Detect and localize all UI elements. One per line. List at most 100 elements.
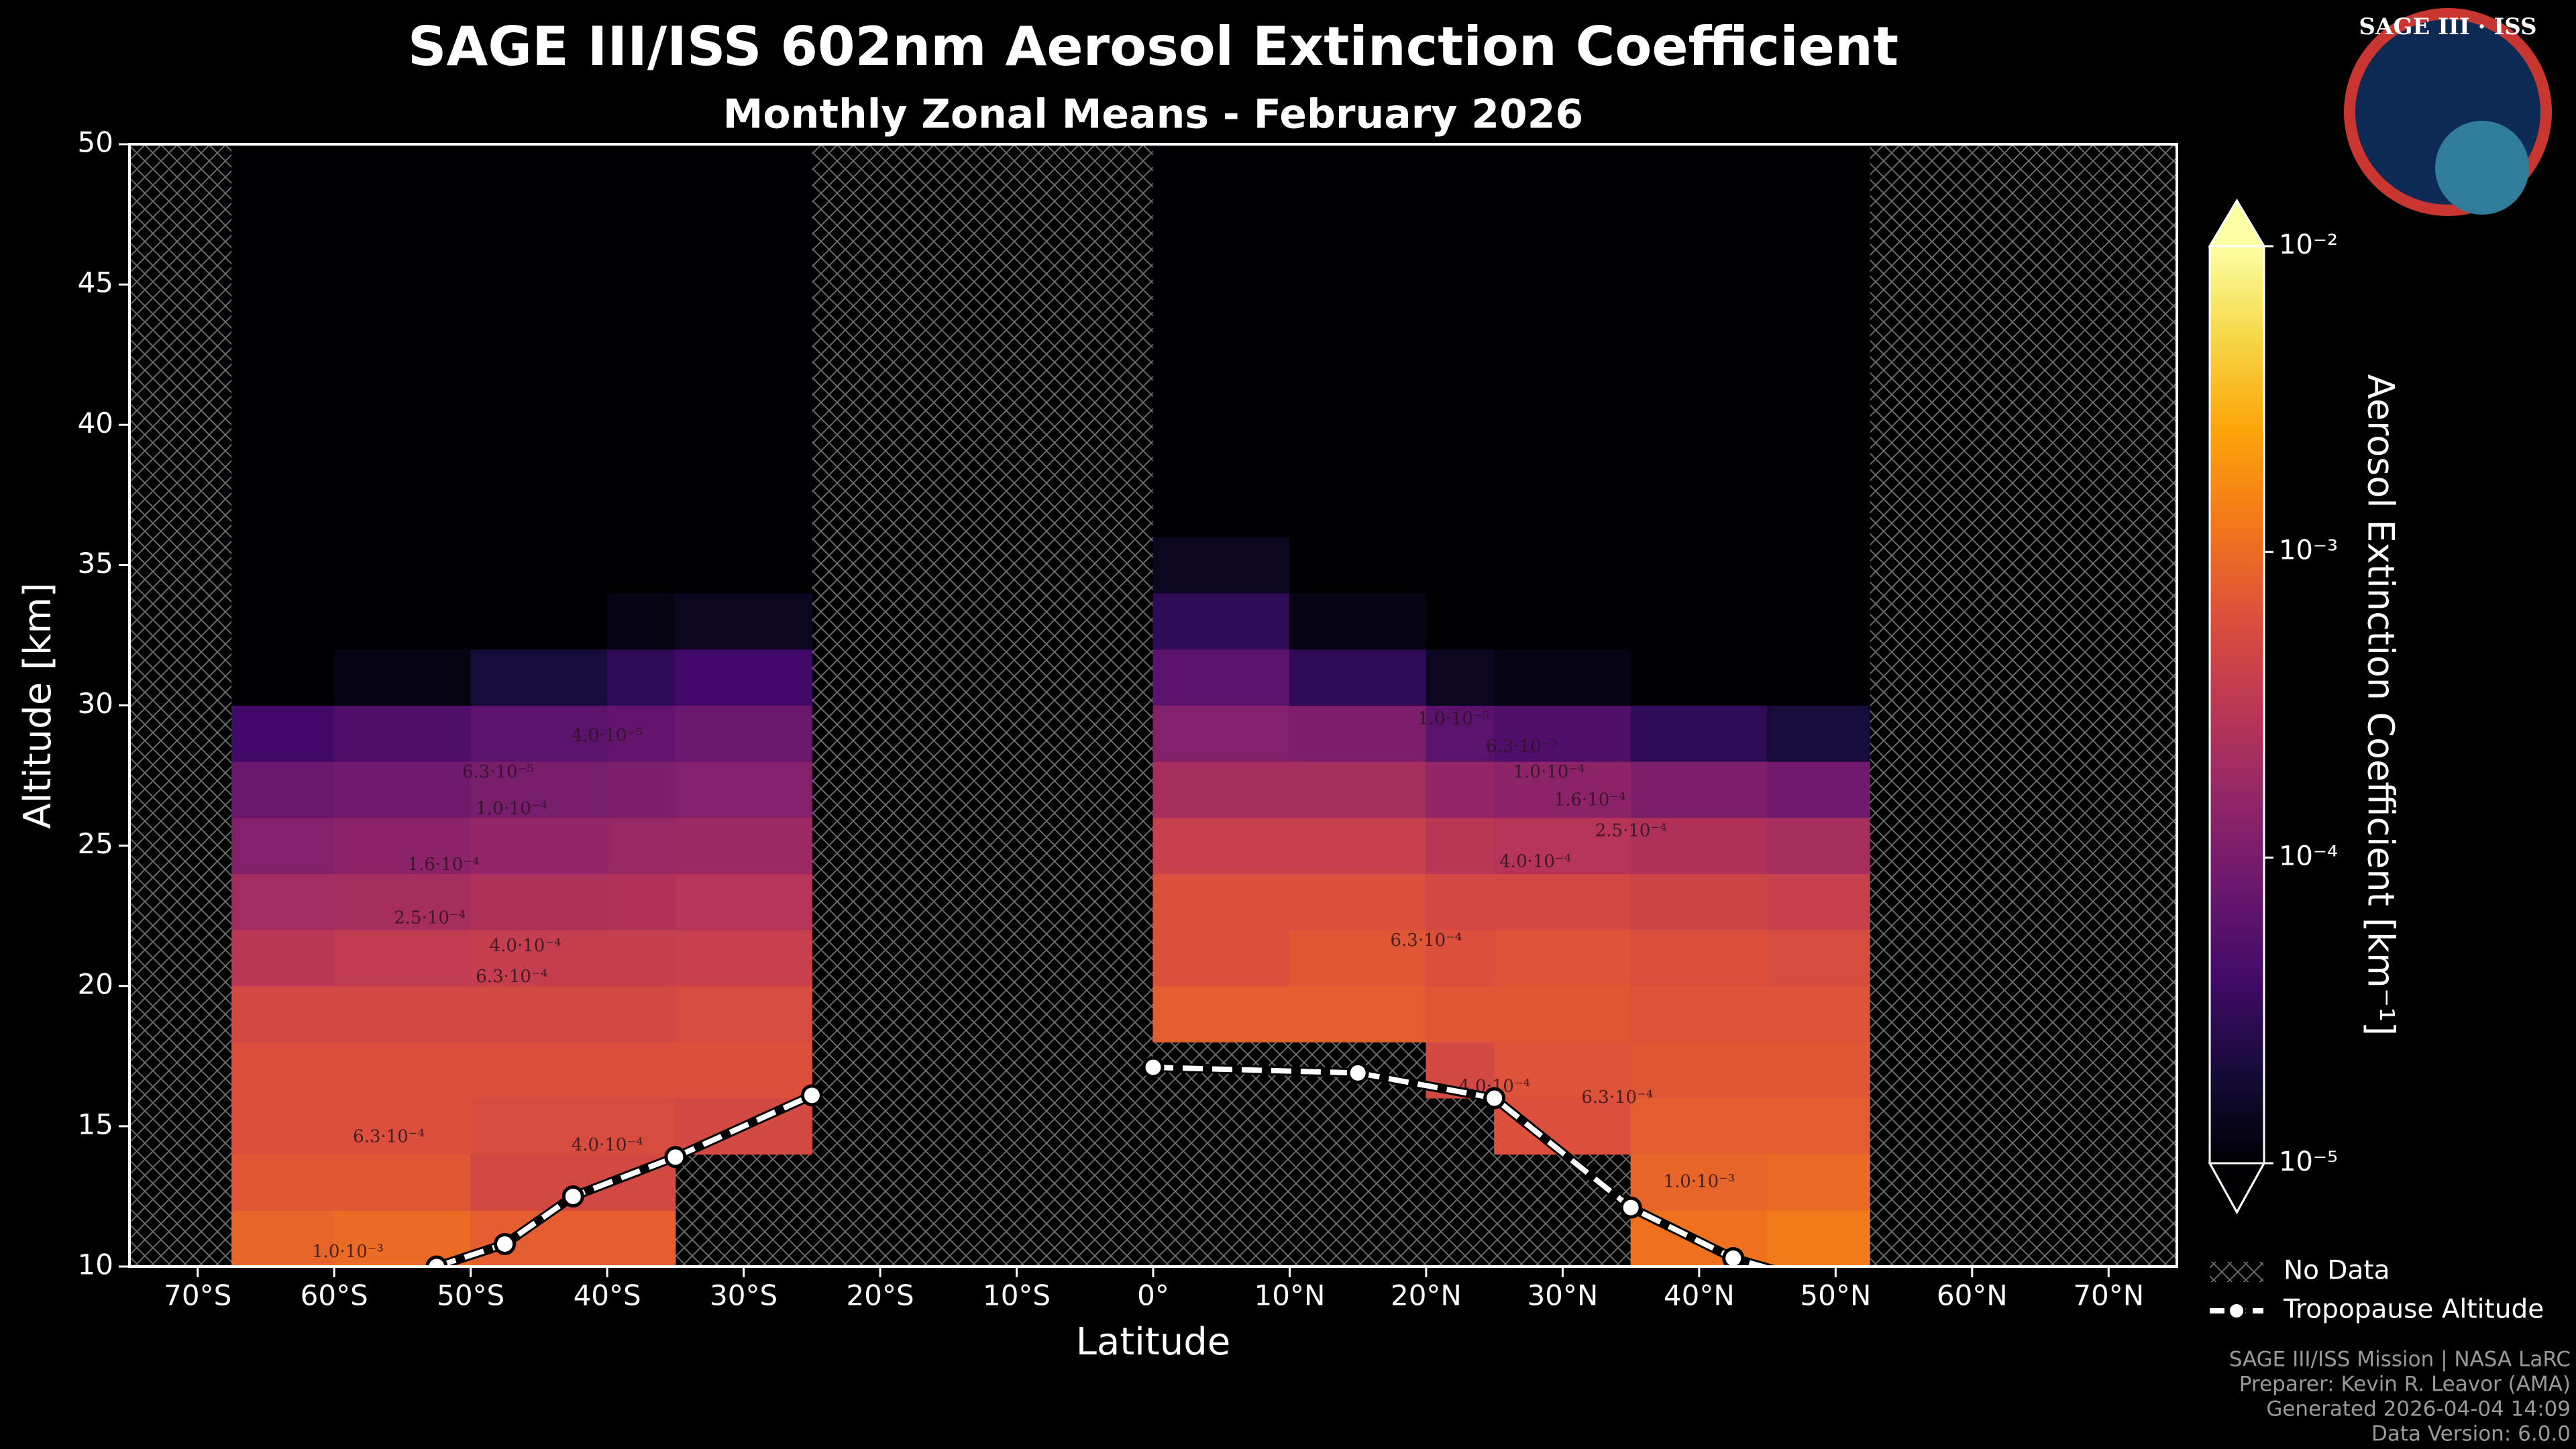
heat-cell: [1289, 929, 1427, 987]
heat-cell: [1494, 817, 1631, 874]
contour-label: 1.0·10⁻⁵: [1417, 708, 1489, 729]
heat-cell: [1494, 592, 1631, 650]
heat-cell: [1289, 761, 1427, 818]
heat-cell: [606, 761, 676, 818]
heat-cell: [675, 985, 812, 1042]
heat-cell: [606, 817, 676, 874]
heat-cell: [1767, 761, 1870, 818]
legend-tropopause-marker: [2227, 1301, 2246, 1320]
heat-cell: [1630, 1097, 1768, 1155]
logo-title: SAGE III · ISS: [2359, 13, 2536, 40]
heat-cell: [231, 1097, 335, 1155]
y-tick-label: 50: [78, 126, 113, 159]
colorbar-tick-label: 10⁻³: [2279, 535, 2338, 566]
heat-cell: [606, 705, 676, 762]
heat-cell: [333, 1097, 472, 1155]
heat-cell: [606, 537, 676, 594]
heat-cell: [1289, 649, 1427, 706]
contour-label: 6.3·10⁻⁴: [1391, 930, 1462, 951]
heat-cell: [1767, 1097, 1870, 1155]
x-tick-label: 30°S: [710, 1279, 777, 1312]
y-tick-label: 45: [78, 266, 113, 299]
heat-cell: [1630, 649, 1768, 706]
contour-label: 4.0·10⁻⁴: [1499, 852, 1571, 872]
heat-cell: [231, 537, 335, 594]
heat-cell: [1630, 873, 1768, 930]
heat-cell: [1494, 537, 1631, 594]
logo-earth: [2435, 121, 2529, 215]
heat-cell: [1426, 592, 1495, 650]
heat-cell: [1426, 705, 1495, 762]
colorbar-label: Aerosol Extinction Coefficient [km⁻¹]: [2359, 374, 2402, 1036]
heat-cell: [1767, 1041, 1870, 1099]
heat-cell: [1630, 537, 1768, 594]
heat-cell: [675, 1041, 812, 1099]
legend-label: No Data: [2284, 1256, 2390, 1286]
heat-cell: [1767, 1210, 1870, 1267]
colorbar-tick-label: 10⁻⁵: [2279, 1146, 2338, 1177]
x-tick-label: 10°N: [1254, 1279, 1326, 1312]
heat-cell: [1289, 144, 1427, 538]
heat-cell: [1426, 985, 1495, 1042]
heat-cell: [470, 985, 608, 1042]
tropopause-point: [561, 1185, 584, 1208]
heat-cell: [1630, 144, 1768, 538]
heat-cell: [1494, 985, 1631, 1042]
heat-cell: [1426, 929, 1495, 987]
x-tick-label: 40°N: [1664, 1279, 1735, 1312]
heat-cell: [333, 1041, 472, 1099]
heat-cell: [333, 705, 472, 762]
heat-cell: [231, 929, 335, 987]
heat-cell: [675, 592, 812, 650]
contour-label: 6.3·10⁻⁵: [1486, 737, 1558, 757]
heat-cell: [675, 705, 812, 762]
heat-cell: [470, 761, 608, 818]
heat-cell: [1152, 985, 1290, 1042]
heat-cell: [1767, 537, 1870, 594]
heat-cell: [231, 873, 335, 930]
tropopause-point: [425, 1255, 448, 1267]
heat-cell: [231, 1154, 335, 1211]
heat-cell: [675, 537, 812, 594]
heat-cell: [1289, 592, 1427, 650]
contour-label: 4.0·10⁻⁴: [572, 1135, 643, 1155]
x-tick-label: 40°S: [574, 1279, 641, 1312]
contour-label: 6.3·10⁻⁵: [462, 762, 534, 782]
heat-cell: [675, 929, 812, 987]
tropopause-point: [1483, 1087, 1506, 1110]
heat-cell: [1494, 705, 1631, 762]
heat-cell: [1152, 592, 1290, 650]
heat-cell: [333, 873, 472, 930]
heat-cell: [1289, 537, 1427, 594]
heat-cell: [1494, 1097, 1631, 1155]
contour-label: 1.0·10⁻³: [1663, 1172, 1735, 1192]
heat-cell: [1767, 592, 1870, 650]
tropopause-point: [494, 1233, 517, 1256]
tropopause-point: [1619, 1196, 1642, 1219]
legend-label: Tropopause Altitude: [2283, 1295, 2544, 1325]
heat-cell: [1630, 1041, 1768, 1099]
heat-cell: [1767, 817, 1870, 874]
y-tick-label: 25: [78, 827, 113, 860]
tropopause: [425, 1056, 1780, 1267]
y-tick-label: 20: [78, 967, 113, 1000]
heat-cell: [1630, 592, 1768, 650]
colorbar-tick-label: 10⁻²: [2279, 229, 2338, 260]
colorbar-tick-label: 10⁻⁴: [2279, 841, 2338, 871]
heat-cell: [470, 649, 608, 706]
x-tick-label: 70°N: [2073, 1279, 2144, 1312]
footer-text: SAGE III/ISS Mission | NASA LaRC: [2229, 1348, 2571, 1372]
heat-cell: [1426, 817, 1495, 874]
contour-label: 4.0·10⁻⁵: [572, 726, 643, 746]
heat-cell: [1152, 705, 1290, 762]
contour-labels: 4.0·10⁻⁵ 6.3·10⁻⁵ 1.0·10⁻⁴ 1.6·10⁻⁴ 2.5·10⁻⁴…: [312, 708, 1735, 1262]
heat-cell: [606, 592, 676, 650]
heat-cell: [333, 537, 472, 594]
chart-title: SAGE III/ISS 602nm Aerosol Extinction Co…: [408, 15, 1898, 78]
x-tick-label: 50°N: [1800, 1279, 1871, 1312]
heat-cell: [1630, 929, 1768, 987]
heat-cell: [1494, 761, 1631, 818]
heat-cell: [231, 705, 335, 762]
heat-cell: [333, 1154, 472, 1211]
